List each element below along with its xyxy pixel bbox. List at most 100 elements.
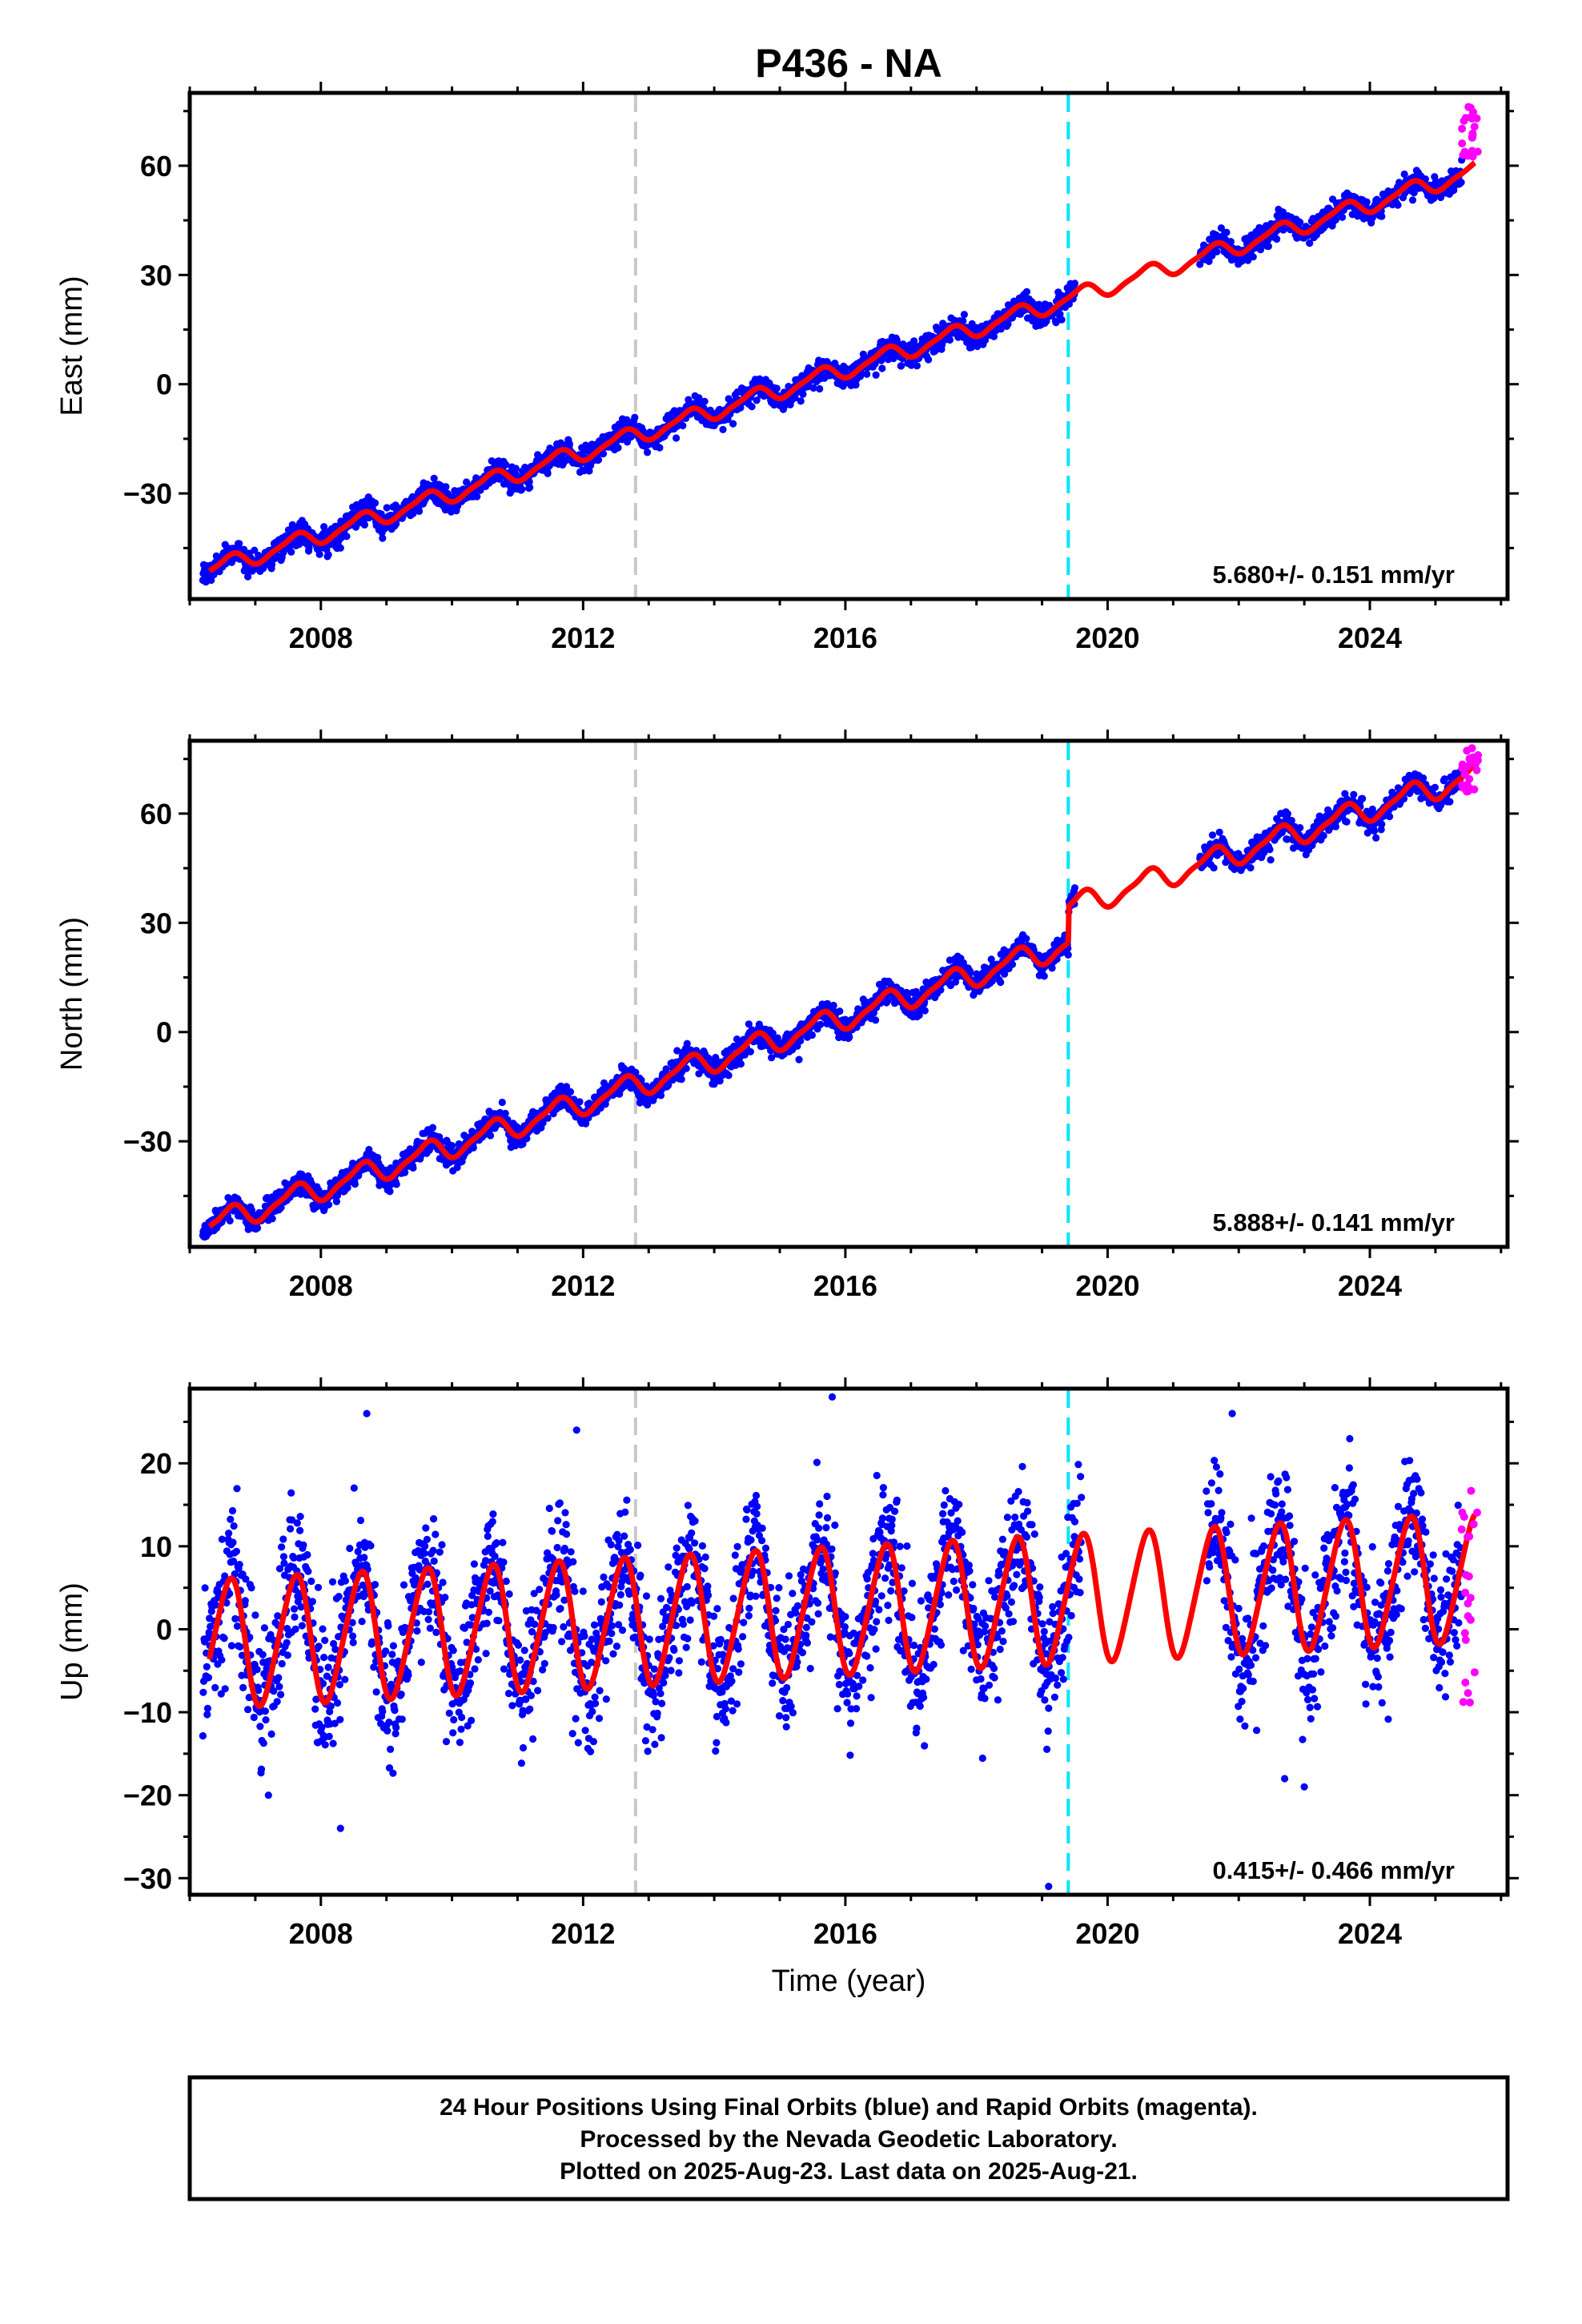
x-tick-label: 2008 (289, 621, 353, 654)
final-orbit-point (525, 478, 533, 486)
final-orbit-point (518, 485, 526, 493)
final-orbit-point (769, 1029, 777, 1037)
final-orbit-point (845, 1033, 853, 1041)
final-orbit-point (244, 573, 252, 581)
final-orbit-point (1208, 251, 1216, 259)
final-orbit-point (1319, 831, 1327, 840)
final-orbit-point (305, 544, 313, 552)
final-orbit-point (1196, 260, 1204, 268)
final-orbit-point (226, 1216, 234, 1224)
final-orbit-point (360, 521, 368, 529)
final-orbit-point (1363, 198, 1371, 206)
rapid-orbit-point (1460, 117, 1468, 125)
final-orbit-point (746, 1047, 755, 1055)
final-orbit-point (1408, 196, 1417, 204)
final-orbit-point (563, 1083, 571, 1091)
final-orbit-point (1306, 239, 1314, 247)
x-tick-label: 2012 (551, 621, 615, 654)
final-orbit-point (430, 474, 438, 482)
final-orbit-point (487, 1132, 495, 1140)
final-orbit-point (656, 444, 664, 452)
final-orbit-point (656, 1092, 665, 1100)
final-orbit-point (501, 1109, 509, 1117)
final-orbit-point (729, 420, 737, 428)
final-orbit-point (677, 1076, 685, 1084)
final-orbit-point (701, 397, 709, 405)
final-orbit-point (401, 1168, 409, 1176)
final-orbit-point (1287, 817, 1295, 825)
final-orbit-point (1264, 242, 1272, 251)
final-orbit-point (473, 493, 481, 501)
final-orbit-point (737, 1059, 745, 1068)
final-orbit-point (836, 1007, 844, 1015)
final-orbit-point (268, 561, 276, 569)
final-orbit-point (988, 977, 996, 985)
rapid-orbit-point (1458, 139, 1467, 148)
east-y-axis-label: East (mm) (55, 275, 89, 416)
final-orbit-point (428, 1124, 437, 1132)
final-orbit-point (695, 1070, 703, 1078)
final-orbit-point (951, 978, 960, 986)
final-orbit-point (1048, 964, 1056, 972)
final-orbit-point (1065, 300, 1073, 308)
final-orbit-point (907, 361, 915, 369)
plot-title: P436 - NA (755, 41, 942, 86)
final-orbit-point (1227, 238, 1235, 246)
y-tick-label: 0 (156, 368, 172, 401)
rapid-orbit-point (1468, 147, 1476, 155)
final-orbit-point (498, 1098, 506, 1107)
final-orbit-point (1058, 316, 1066, 324)
final-orbit-point (332, 1197, 340, 1205)
final-orbit-point (913, 362, 921, 370)
east-model-curve-segment (207, 295, 1070, 573)
final-orbit-point (816, 384, 824, 393)
final-orbit-point (829, 1001, 837, 1010)
final-orbit-point (665, 1081, 673, 1089)
final-orbit-point (795, 1055, 803, 1063)
final-orbit-point (872, 371, 880, 379)
final-orbit-point (768, 1054, 776, 1062)
final-orbit-point (863, 370, 871, 378)
final-orbit-point (745, 1020, 753, 1028)
final-orbit-point (247, 1206, 256, 1214)
final-orbit-point (1056, 310, 1064, 318)
final-orbit-point (463, 478, 471, 486)
final-orbit-point (1040, 972, 1048, 980)
final-orbit-point (808, 1031, 817, 1039)
final-orbit-point (1223, 228, 1231, 236)
final-orbit-point (502, 460, 510, 468)
final-orbit-point (719, 425, 727, 434)
final-orbit-point (315, 550, 323, 558)
final-orbit-point (1008, 960, 1017, 968)
final-orbit-point (1283, 835, 1291, 843)
final-orbit-point (673, 1047, 681, 1055)
east-plot-frame (187, 90, 1510, 601)
final-orbit-point (1247, 864, 1255, 872)
final-orbit-point (960, 311, 968, 319)
final-orbit-point (791, 394, 799, 402)
final-orbit-point (1001, 970, 1009, 978)
final-orbit-point (1004, 320, 1012, 328)
final-orbit-point (1266, 846, 1274, 854)
final-orbit-point (576, 1098, 584, 1106)
final-orbit-point (631, 413, 639, 421)
final-orbit-point (383, 504, 391, 512)
final-orbit-point (872, 1016, 880, 1024)
final-orbit-point (268, 1215, 276, 1223)
final-orbit-point (921, 1007, 929, 1015)
north-final-orbit-points (199, 768, 1466, 1241)
east-model-curve-segment (1197, 160, 1477, 259)
x-tick-label: 2016 (813, 621, 877, 654)
final-orbit-point (377, 510, 385, 518)
final-orbit-point (797, 397, 805, 405)
rapid-orbit-point (1459, 151, 1468, 159)
final-orbit-point (748, 403, 756, 411)
final-orbit-point (869, 1009, 877, 1017)
final-orbit-point (336, 544, 344, 552)
final-orbit-point (817, 1020, 825, 1028)
final-orbit-point (1022, 287, 1031, 296)
y-tick-label: 30 (140, 259, 172, 292)
final-orbit-point (544, 1114, 552, 1122)
x-tick-label: 2024 (1338, 621, 1402, 654)
